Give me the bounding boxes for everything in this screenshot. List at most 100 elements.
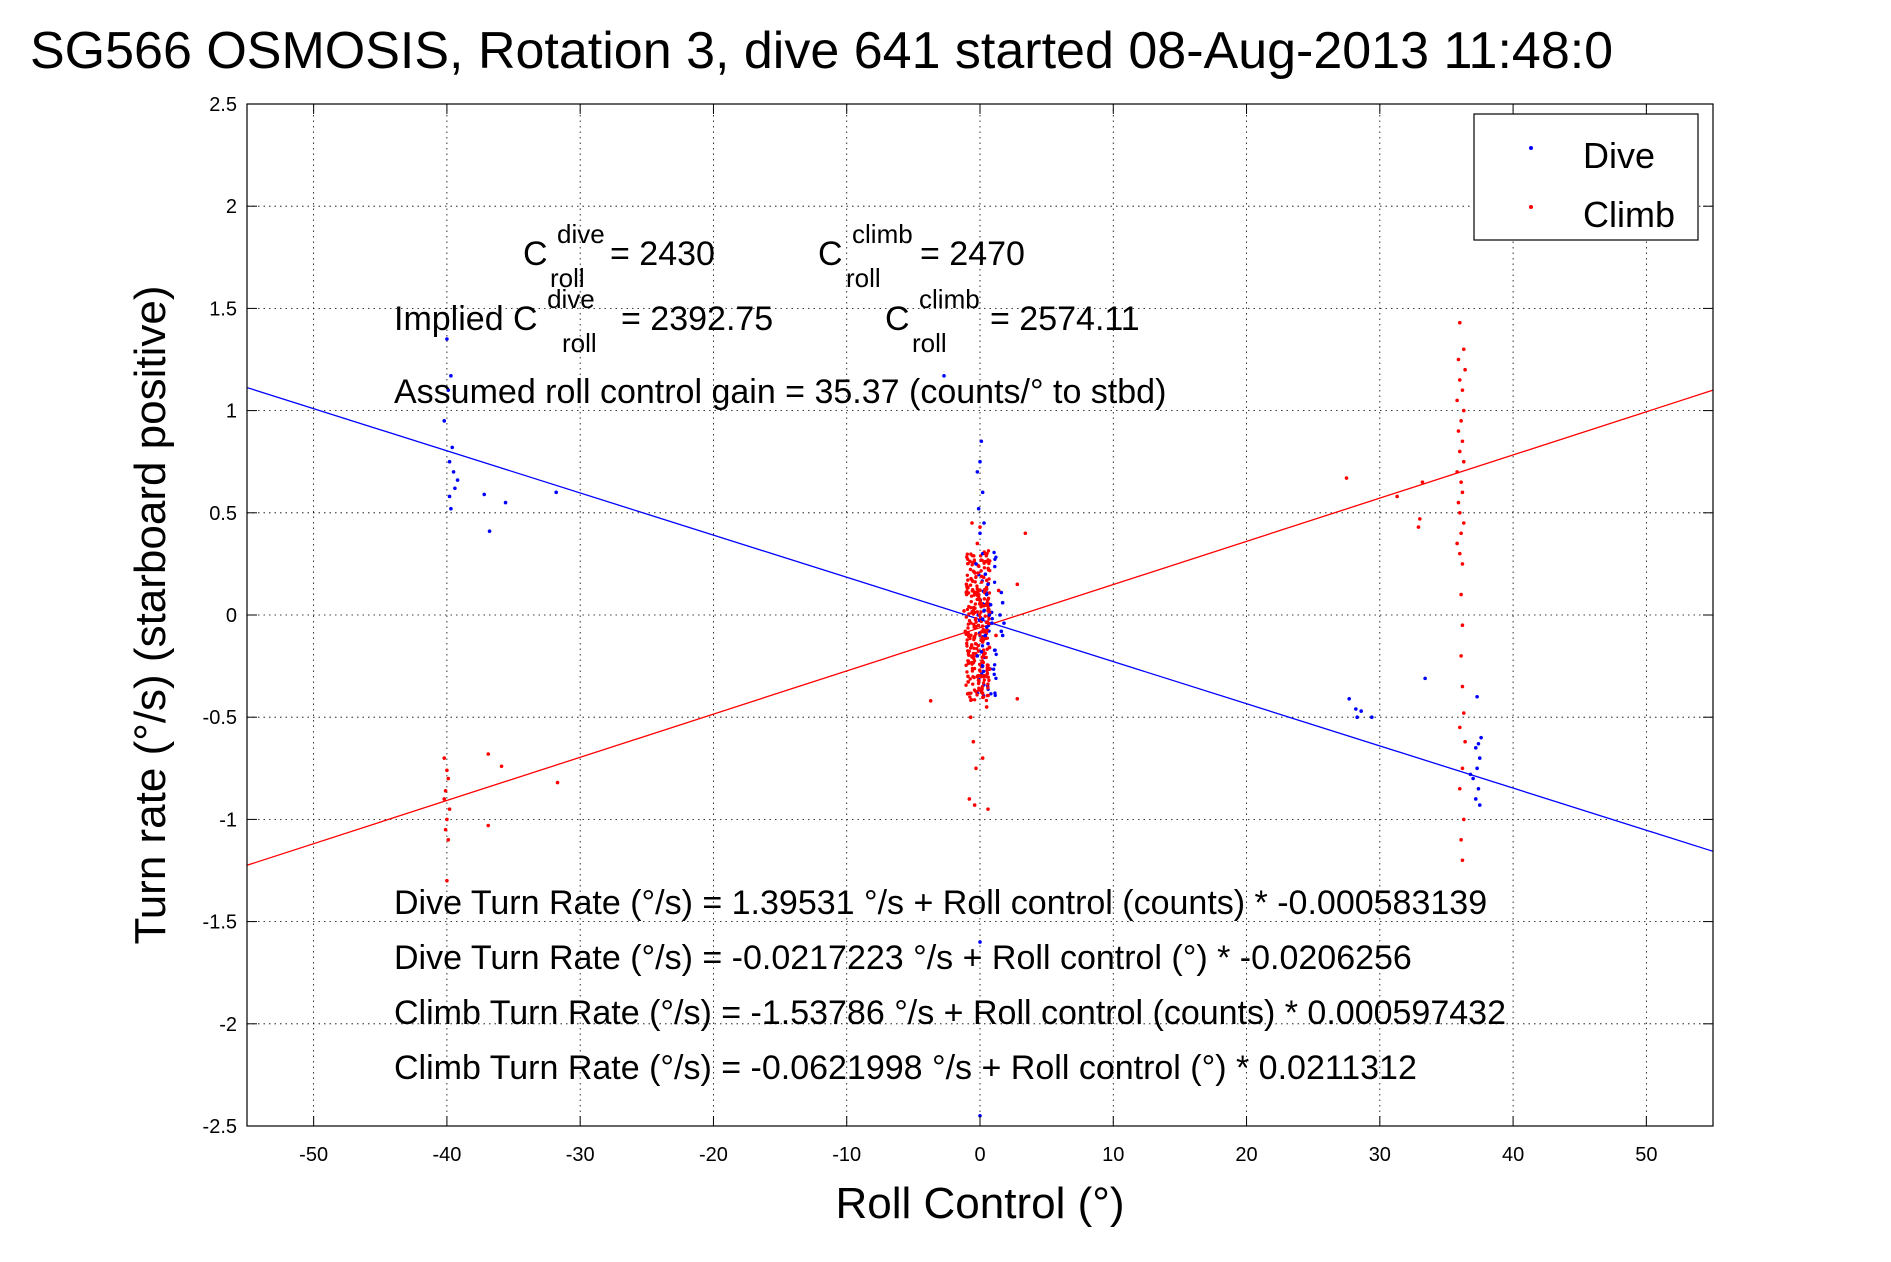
cluster-point-climb xyxy=(969,599,973,604)
cluster-point-climb xyxy=(968,646,973,650)
annotation-gain: Assumed roll control gain = 35.37 (count… xyxy=(394,373,1166,411)
point-climb xyxy=(443,788,448,793)
cluster-point-climb xyxy=(987,678,991,683)
point-climb xyxy=(555,780,560,785)
point-dive xyxy=(1475,694,1479,699)
point-dive xyxy=(1347,697,1351,701)
c-roll-dive-sup: dive xyxy=(557,219,605,249)
x-tick-label: 40 xyxy=(1502,1144,1524,1166)
point-dive xyxy=(482,492,487,497)
legend-entry-dive: Dive xyxy=(1529,135,1655,176)
cluster-point-climb xyxy=(980,640,985,644)
cluster-point-dive xyxy=(992,550,996,555)
point-dive xyxy=(975,654,980,658)
point-dive xyxy=(445,337,449,341)
cluster-point-climb xyxy=(965,692,970,696)
cluster-point-climb xyxy=(978,597,982,602)
cluster-point-climb xyxy=(972,590,976,594)
implied-climb-sub: roll xyxy=(912,328,947,358)
point-dive xyxy=(975,470,980,474)
point-dive xyxy=(999,629,1004,634)
cluster-point-climb xyxy=(977,688,981,692)
cluster-point-climb xyxy=(965,670,969,674)
implied-prefix: Implied C xyxy=(394,300,538,338)
cluster-point-climb xyxy=(967,612,971,616)
cluster-point-climb xyxy=(972,698,977,702)
cluster-point-climb xyxy=(986,682,990,686)
point-climb xyxy=(983,551,988,556)
point-dive xyxy=(979,439,984,444)
point-climb xyxy=(1023,531,1028,536)
point-dive xyxy=(1473,797,1478,801)
point-dive xyxy=(976,506,981,511)
point-climb xyxy=(966,674,970,679)
cluster-point-climb xyxy=(970,563,974,567)
point-climb xyxy=(1457,551,1462,556)
point-dive xyxy=(1423,676,1427,681)
point-climb xyxy=(445,817,449,822)
point-dive xyxy=(449,374,453,378)
cluster-point-climb xyxy=(985,671,990,676)
cluster-point-climb xyxy=(986,686,990,690)
cluster-point-climb xyxy=(985,647,989,651)
cluster-point-dive xyxy=(993,564,997,569)
point-climb xyxy=(980,756,985,760)
cluster-point-climb xyxy=(973,602,978,606)
y-tick-label: -1.5 xyxy=(203,912,237,934)
point-dive xyxy=(978,459,982,464)
point-climb xyxy=(1460,766,1465,771)
point-climb xyxy=(1463,367,1467,372)
point-dive xyxy=(1002,621,1006,625)
point-climb xyxy=(1460,562,1465,566)
cluster-point-climb xyxy=(984,698,989,703)
cluster-point-climb xyxy=(980,635,984,640)
cluster-point-dive xyxy=(993,648,997,652)
cluster-point-climb xyxy=(983,651,987,655)
cluster-point-climb xyxy=(964,615,969,619)
cluster-point-climb xyxy=(987,667,992,672)
cluster-point-climb xyxy=(987,561,991,566)
cluster-point-climb xyxy=(979,610,983,614)
cluster-point-climb xyxy=(975,584,979,588)
point-dive xyxy=(978,1113,982,1118)
y-tick-label: 1 xyxy=(226,401,237,423)
point-dive xyxy=(554,490,558,495)
y-tick-label: -1 xyxy=(219,809,237,831)
annotation-c-roll-climb: C climb roll = 2470 xyxy=(818,213,1025,295)
point-climb xyxy=(1461,711,1466,715)
point-dive xyxy=(447,494,452,499)
point-dive xyxy=(1468,772,1473,777)
legend-marker-dive xyxy=(1529,146,1533,150)
point-climb xyxy=(445,768,449,773)
cluster-point-climb xyxy=(976,643,981,648)
cluster-point-climb xyxy=(968,677,972,681)
point-dive xyxy=(1477,756,1482,760)
implied-dive-sup: dive xyxy=(547,284,595,314)
point-dive xyxy=(1479,735,1483,740)
cluster-point-climb xyxy=(969,576,973,581)
point-climb xyxy=(1459,531,1463,536)
data-points xyxy=(442,320,1483,1118)
cluster-point-climb xyxy=(980,659,985,663)
cluster-point-climb xyxy=(965,607,970,612)
point-dive xyxy=(1359,709,1363,713)
point-climb xyxy=(1459,592,1463,597)
cluster-point-climb xyxy=(979,630,983,634)
cluster-point-climb xyxy=(964,582,969,586)
cluster-point-dive xyxy=(991,667,996,671)
point-climb xyxy=(1457,725,1462,730)
cluster-point-climb xyxy=(965,561,970,566)
legend-box xyxy=(1473,113,1699,241)
point-dive xyxy=(487,529,492,533)
point-climb xyxy=(1459,480,1463,484)
cluster-point-climb xyxy=(970,669,975,673)
point-climb xyxy=(1459,654,1463,658)
c-roll-climb-base: C xyxy=(818,235,843,273)
cluster-point-climb xyxy=(972,606,976,610)
point-climb xyxy=(1461,521,1466,525)
x-axis-label: Roll Control (°) xyxy=(836,1179,1125,1228)
x-tick-label: 20 xyxy=(1235,1144,1257,1166)
point-climb xyxy=(1416,525,1421,529)
legend-label-dive: Dive xyxy=(1583,135,1655,176)
point-climb xyxy=(1461,347,1466,352)
